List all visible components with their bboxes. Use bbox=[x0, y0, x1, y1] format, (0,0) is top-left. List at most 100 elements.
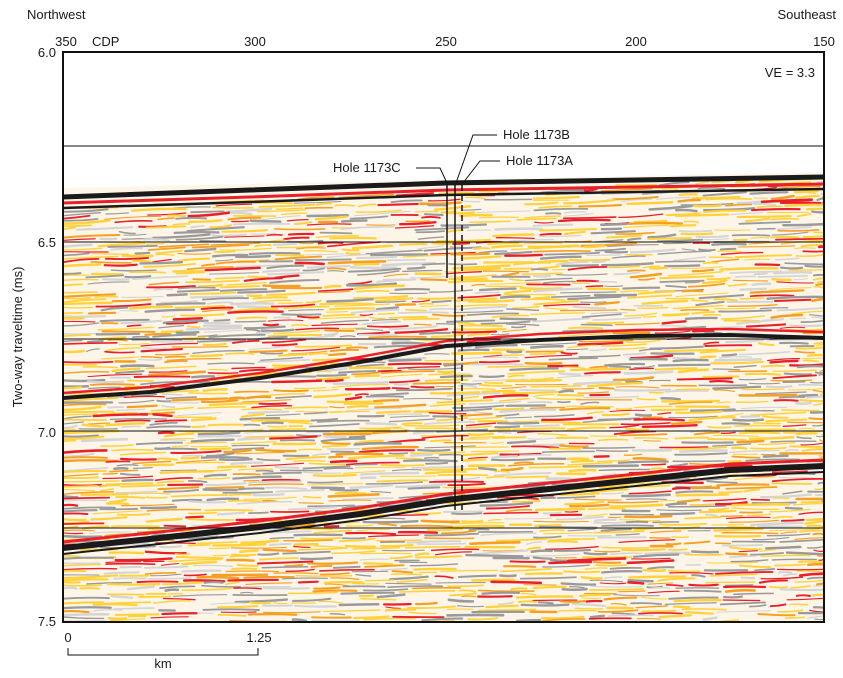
seismic-trace-1519 bbox=[360, 471, 420, 476]
seismic-trace-1800 bbox=[780, 518, 805, 522]
seismic-trace-2283 bbox=[588, 617, 632, 620]
seismic-trace-1531 bbox=[187, 479, 208, 483]
seismic-trace-1061 bbox=[709, 379, 734, 384]
seismic-trace-549 bbox=[665, 285, 687, 289]
seismic-trace-885 bbox=[638, 348, 662, 352]
seismic-trace-2058 bbox=[281, 577, 329, 580]
seismic-trace-125 bbox=[446, 211, 476, 215]
seismic-trace-975 bbox=[354, 374, 381, 378]
seismic-trace-1946 bbox=[258, 557, 299, 561]
seismic-trace-2228 bbox=[262, 611, 321, 614]
seismic-trace-1749 bbox=[769, 508, 811, 513]
seismic-trace-2236 bbox=[672, 605, 691, 609]
seismic-trace-540 bbox=[155, 302, 206, 306]
seismic-trace-1804 bbox=[151, 533, 165, 537]
seismic-trace-2197 bbox=[294, 604, 337, 608]
seismic-trace-247 bbox=[91, 252, 130, 255]
seismic-trace-855 bbox=[703, 341, 720, 345]
cdp-tick-300: 300 bbox=[244, 34, 266, 49]
seismic-trace-1676 bbox=[63, 512, 89, 516]
seismic-trace-530 bbox=[585, 285, 604, 288]
seismic-trace-300 bbox=[177, 257, 210, 262]
seismic-trace-452 bbox=[501, 271, 520, 277]
seismic-trace-1345 bbox=[738, 431, 781, 435]
seismic-trace-1256 bbox=[496, 421, 540, 425]
seismic-trace-1208 bbox=[650, 408, 689, 412]
seismic-trace-143 bbox=[648, 204, 693, 211]
seismic-trace-610 bbox=[375, 306, 400, 311]
seismic-trace-1550 bbox=[376, 479, 428, 483]
seismic-trace-1793 bbox=[454, 524, 505, 529]
seismic-trace-1396 bbox=[180, 456, 200, 460]
seismic-trace-1504 bbox=[422, 468, 478, 471]
seismic-trace-1948 bbox=[389, 555, 413, 560]
seismic-trace-1159 bbox=[778, 396, 806, 399]
seismic-trace-1637 bbox=[342, 497, 394, 501]
seismic-trace-2270 bbox=[311, 619, 360, 622]
seismic-trace-1890 bbox=[469, 541, 521, 545]
seismic-trace-177 bbox=[99, 237, 118, 241]
seismic-trace-1544 bbox=[98, 484, 121, 488]
seismic-trace-1897 bbox=[144, 550, 187, 555]
seismic-trace-84 bbox=[175, 216, 207, 220]
seismic-trace-1974 bbox=[785, 551, 824, 556]
scale-bar-start: 0 bbox=[64, 630, 71, 645]
cdp-tick-350: 350 bbox=[55, 34, 77, 49]
seismic-trace-1084 bbox=[63, 403, 107, 407]
seismic-trace-654 bbox=[773, 298, 812, 303]
seismic-trace-1445 bbox=[63, 467, 109, 472]
seismic-trace-946 bbox=[604, 362, 646, 367]
seismic-trace-218 bbox=[745, 217, 771, 223]
seismic-trace-714 bbox=[480, 320, 531, 325]
seismic-trace-1458 bbox=[674, 452, 728, 456]
seismic-trace-1574 bbox=[63, 491, 115, 495]
seismic-trace-1413 bbox=[218, 458, 253, 462]
seismic-trace-2143 bbox=[398, 590, 456, 593]
seismic-trace-55 bbox=[275, 207, 304, 210]
seismic-trace-1355 bbox=[490, 441, 504, 444]
seismic-trace-1497 bbox=[102, 475, 154, 480]
seismic-trace-2118 bbox=[758, 579, 789, 584]
seismic-trace-967 bbox=[769, 359, 799, 364]
seismic-trace-1666 bbox=[307, 504, 355, 508]
seismic-trace-14 bbox=[695, 180, 710, 185]
seismic-trace-1177 bbox=[773, 399, 799, 402]
seismic-trace-434 bbox=[383, 273, 409, 278]
seismic-trace-1564 bbox=[248, 483, 304, 486]
seismic-trace-906 bbox=[208, 368, 229, 371]
seismic-trace-1409 bbox=[800, 442, 824, 446]
seismic-trace-1128 bbox=[755, 391, 807, 395]
hole-1173c-label: Hole 1173C bbox=[333, 160, 401, 175]
seismic-trace-647 bbox=[453, 310, 504, 314]
seismic-trace-388 bbox=[326, 267, 347, 271]
seismic-trace-1520 bbox=[424, 470, 467, 475]
seismic-trace-2264 bbox=[716, 610, 771, 613]
seismic-trace-985 bbox=[63, 386, 83, 390]
seismic-trace-405 bbox=[452, 264, 511, 270]
seismic-trace-684 bbox=[759, 307, 789, 310]
seismic-trace-1635 bbox=[227, 499, 262, 503]
seismic-trace-784 bbox=[63, 349, 85, 354]
seismic-trace-1082 bbox=[782, 380, 806, 383]
seismic-trace-90 bbox=[563, 198, 616, 205]
seismic-trace-205 bbox=[97, 242, 146, 248]
seismic-trace-1172 bbox=[529, 406, 566, 410]
seismic-trace-135 bbox=[232, 222, 290, 226]
seismic-trace-161 bbox=[123, 233, 147, 236]
seismic-trace-2232 bbox=[477, 608, 537, 612]
seismic-trace-798 bbox=[779, 326, 806, 329]
seismic-trace-980 bbox=[629, 367, 655, 371]
seismic-trace-1334 bbox=[354, 439, 384, 445]
seismic-trace-1349 bbox=[157, 447, 198, 451]
seismic-trace-2179 bbox=[210, 602, 247, 605]
seismic-trace-1060 bbox=[586, 381, 643, 388]
seismic-trace-1846 bbox=[649, 530, 682, 534]
seismic-trace-400 bbox=[132, 275, 189, 281]
seismic-trace-435 bbox=[414, 272, 443, 276]
seismic-trace-153 bbox=[478, 216, 519, 219]
seismic-trace-796 bbox=[654, 330, 691, 334]
seismic-trace-2168 bbox=[153, 600, 191, 604]
seismic-trace-1845 bbox=[593, 530, 645, 534]
seismic-trace-244 bbox=[590, 230, 636, 235]
seismic-trace-390 bbox=[421, 262, 446, 266]
